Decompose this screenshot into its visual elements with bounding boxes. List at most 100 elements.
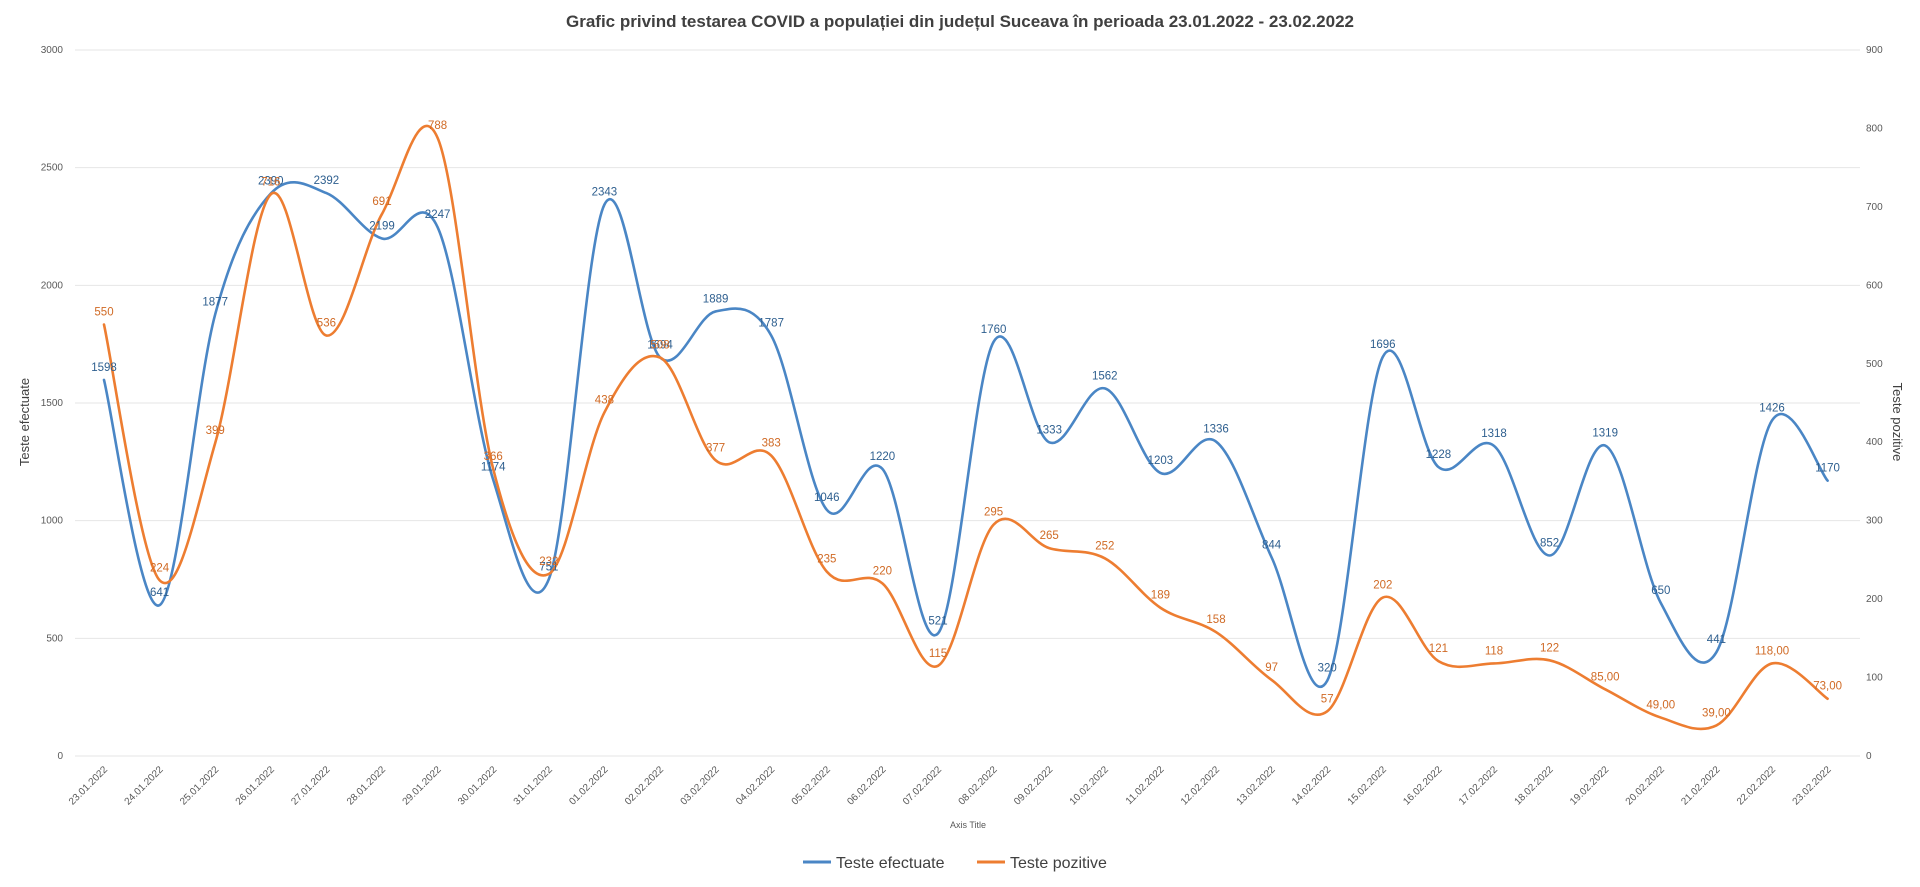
data-label-teste-efectuate: 2199 (369, 221, 395, 233)
data-label-teste-efectuate: 1426 (1759, 402, 1785, 414)
x-tick-label: 21.02.2022 (1679, 764, 1722, 807)
legend-label-teste-pozitive: Teste pozitive (1010, 855, 1107, 872)
data-label-teste-pozitive: 202 (1373, 580, 1392, 592)
data-point-teste-efectuate (1603, 444, 1607, 448)
x-axis-title: Axis Title (950, 820, 986, 830)
data-point-teste-pozitive (992, 523, 996, 527)
data-point-teste-pozitive (1770, 661, 1774, 665)
data-point-teste-efectuate (880, 467, 884, 471)
data-point-teste-pozitive (102, 323, 106, 327)
data-point-teste-efectuate (936, 631, 940, 635)
x-tick-label: 29.01.2022 (401, 764, 444, 807)
data-label-teste-pozitive: 377 (706, 442, 725, 454)
data-label-teste-pozitive: 49,00 (1646, 700, 1675, 712)
data-point-teste-pozitive (1436, 659, 1440, 663)
data-point-teste-efectuate (1381, 355, 1385, 359)
data-point-teste-pozitive (1548, 658, 1552, 662)
x-tick-label: 20.02.2022 (1624, 764, 1667, 807)
data-point-teste-efectuate (1826, 479, 1830, 483)
data-label-teste-pozitive: 788 (428, 120, 447, 132)
data-point-teste-efectuate (1047, 440, 1051, 444)
x-tick-label: 09.02.2022 (1012, 764, 1055, 807)
x-tick-label: 12.02.2022 (1179, 764, 1222, 807)
gridlines (75, 49, 1860, 757)
y2-tick-label: 400 (1866, 437, 1883, 448)
data-point-teste-pozitive (880, 581, 884, 585)
data-point-teste-pozitive (1659, 716, 1663, 720)
data-point-teste-efectuate (1659, 601, 1663, 605)
x-tick-label: 26.01.2022 (234, 764, 277, 807)
data-label-teste-pozitive: 399 (206, 425, 225, 437)
x-tick-label: 24.01.2022 (123, 764, 166, 807)
x-tick-label: 16.02.2022 (1401, 764, 1444, 807)
x-tick-label: 30.01.2022 (456, 764, 499, 807)
data-label-teste-efectuate: 521 (928, 615, 947, 627)
data-label-teste-pozitive: 550 (94, 307, 113, 319)
data-label-teste-efectuate: 441 (1707, 634, 1726, 646)
x-tick-label: 01.02.2022 (567, 764, 610, 807)
y-tick-label: 0 (57, 751, 63, 762)
data-point-teste-efectuate (158, 603, 162, 607)
data-label-teste-efectuate: 1170 (1815, 463, 1840, 475)
x-tick-label: 02.02.2022 (623, 764, 666, 807)
data-label-teste-efectuate: 751 (539, 561, 558, 573)
data-point-teste-efectuate (380, 237, 384, 241)
data-label-teste-pozitive: 118,00 (1755, 645, 1789, 657)
x-tick-label: 03.02.2022 (679, 764, 722, 807)
data-point-teste-pozitive (324, 334, 328, 338)
data-point-teste-pozitive (1103, 556, 1107, 560)
data-label-teste-efectuate: 1203 (1148, 455, 1174, 467)
data-label-teste-efectuate: 2390 (258, 176, 284, 188)
data-point-teste-pozitive (1826, 697, 1830, 701)
data-label-teste-efectuate: 1046 (814, 492, 840, 504)
chart-title: Grafic privind testarea COVID a populați… (566, 12, 1354, 31)
data-label-teste-pozitive: 39,00 (1702, 707, 1731, 719)
series-line-teste-efectuate (102, 181, 1829, 689)
data-labels: 1598 641 1877 2390 2392 2199 2247 1174 751 2343 16… (91, 120, 1842, 720)
data-label-teste-pozitive: 295 (984, 507, 1003, 519)
data-point-teste-efectuate (769, 333, 773, 337)
y2-tick-label: 0 (1866, 751, 1872, 762)
data-label-teste-pozitive: 691 (372, 196, 391, 208)
data-point-teste-pozitive (1492, 661, 1496, 665)
data-point-teste-pozitive (1714, 723, 1718, 727)
data-point-teste-efectuate (1103, 386, 1107, 390)
x-tick-label: 14.02.2022 (1290, 764, 1333, 807)
data-label-teste-efectuate: 1336 (1203, 424, 1229, 436)
data-point-teste-efectuate (825, 508, 829, 512)
data-label-teste-efectuate: 1318 (1481, 428, 1507, 440)
y2-tick-label: 900 (1866, 45, 1883, 56)
data-label-teste-efectuate: 2247 (425, 209, 451, 221)
y-tick-label: 1500 (41, 398, 64, 409)
series-lines (102, 124, 1830, 731)
x-tick-label: 15.02.2022 (1346, 764, 1389, 807)
data-point-teste-efectuate (1270, 555, 1274, 559)
x-tick-label: 27.01.2022 (289, 764, 332, 807)
data-label-teste-efectuate: 1598 (91, 362, 117, 374)
data-point-teste-efectuate (324, 191, 328, 195)
data-point-teste-pozitive (1325, 709, 1329, 713)
data-label-teste-efectuate: 1220 (870, 451, 896, 463)
data-label-teste-pozitive: 232 (539, 556, 558, 568)
data-label-teste-pozitive: 508 (650, 340, 669, 352)
y2-tick-label: 600 (1866, 280, 1883, 291)
x-tick-label: 19.02.2022 (1568, 764, 1611, 807)
data-point-teste-efectuate (1548, 553, 1552, 557)
y2-tick-label: 700 (1866, 202, 1883, 213)
data-point-teste-pozitive (769, 454, 773, 458)
y-tick-label: 500 (46, 633, 63, 644)
data-label-teste-pozitive: 252 (1095, 540, 1114, 552)
x-tick-label: 18.02.2022 (1513, 764, 1556, 807)
data-label-teste-pozitive: 438 (595, 394, 614, 406)
y2-tick-label: 300 (1866, 516, 1883, 527)
x-tick-label: 05.02.2022 (790, 764, 833, 807)
series-line-teste-pozitive (102, 124, 1829, 731)
data-label-teste-pozitive: 118 (1485, 645, 1503, 657)
data-point-teste-pozitive (269, 192, 273, 196)
data-point-teste-efectuate (714, 309, 718, 313)
data-label-teste-pozitive: 265 (1040, 530, 1059, 542)
data-label-teste-efectuate: 1696 (1370, 339, 1396, 351)
data-point-teste-efectuate (1770, 418, 1774, 422)
x-tick-label: 13.02.2022 (1235, 764, 1278, 807)
